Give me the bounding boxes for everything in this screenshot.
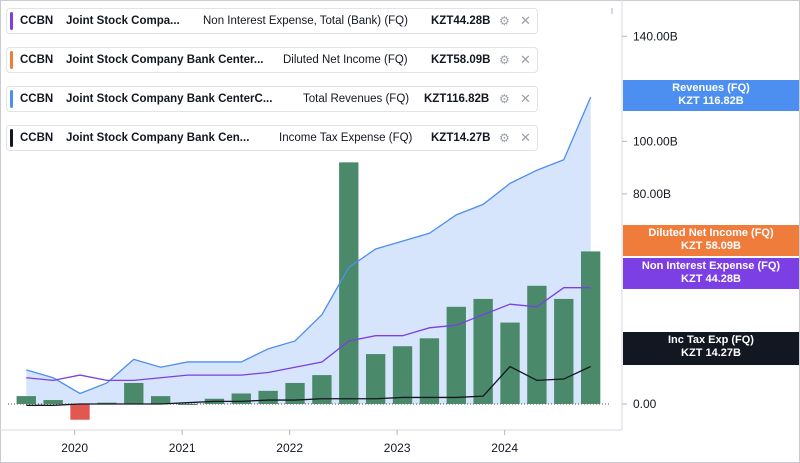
net-income-bar: [70, 403, 90, 420]
legend-value: KZT44.28B: [431, 15, 491, 27]
net-income-bar: [392, 346, 413, 404]
gear-icon[interactable]: ⚙: [499, 53, 510, 67]
net-income-bar: [339, 162, 359, 404]
net-income-bar: [446, 306, 466, 404]
legend-symbol: CCBN: [20, 132, 54, 144]
legend-metric: Income Tax Expense (FQ): [279, 132, 413, 144]
legend-row[interactable]: CCBN Joint Stock Company Bank CenterC... T…: [6, 86, 538, 112]
legend-metric: Diluted Net Income (FQ): [283, 54, 408, 66]
legend-color-swatch: [10, 129, 13, 147]
price-scale-badge: Diluted Net Income (FQ) KZT 58.09B: [623, 225, 799, 256]
legend-metric: Total Revenues (FQ): [303, 93, 410, 105]
legend-symbol: CCBN: [20, 93, 54, 105]
net-income-bar: [150, 396, 171, 404]
legend-company: Joint Stock Company Bank Cen...: [66, 132, 250, 144]
legend-color-swatch: [10, 90, 13, 108]
price-scale-badge: Non Interest Expense (FQ) KZT 44.28B: [623, 258, 799, 289]
net-income-bar: [285, 382, 305, 404]
close-icon[interactable]: ✕: [520, 13, 531, 28]
non-interest-expense-line: [26, 287, 591, 382]
net-income-bar: [554, 298, 574, 404]
x-tick-label: 2020: [61, 441, 88, 455]
price-scale-badge: Inc Tax Exp (FQ) KZT 14.27B: [623, 332, 799, 365]
close-icon[interactable]: ✕: [520, 52, 531, 67]
net-income-bar: [580, 251, 601, 404]
legend-metric: Non Interest Expense, Total (Bank) (FQ): [203, 15, 408, 27]
legend-row[interactable]: CCBN Joint Stock Company Bank Center... Di…: [6, 47, 538, 73]
income-tax-line: [26, 365, 591, 406]
net-income-bar: [473, 298, 493, 404]
close-icon[interactable]: ✕: [520, 130, 531, 145]
net-income-bar: [43, 400, 63, 404]
net-income-bar: [258, 390, 278, 404]
legend-symbol: CCBN: [20, 54, 54, 66]
legend-color-swatch: [10, 51, 13, 69]
gear-icon[interactable]: ⚙: [499, 14, 510, 28]
legend-company: Joint Stock Compa...: [66, 15, 180, 27]
badge-title: Revenues (FQ): [672, 82, 750, 94]
x-tick-label: 2021: [169, 441, 196, 455]
badge-title: Inc Tax Exp (FQ): [668, 334, 754, 346]
badge-value: KZT 44.28B: [681, 273, 741, 285]
legend-company: Joint Stock Company Bank CenterC...: [66, 93, 273, 105]
net-income-bar: [527, 285, 547, 404]
legend-value: KZT58.09B: [431, 54, 491, 66]
y-tick-label: 80.00B: [633, 187, 671, 201]
y-tick-label: 140.00B: [633, 29, 678, 43]
legend-company: Joint Stock Company Bank Center...: [66, 54, 264, 66]
badge-value: KZT 14.27B: [681, 347, 741, 359]
net-income-bar: [500, 322, 520, 404]
price-scale-badge: Revenues (FQ) KZT 116.82B: [623, 80, 799, 111]
net-income-bar: [97, 402, 117, 404]
badge-value: KZT 58.09B: [681, 240, 741, 252]
y-tick-label: 0.00: [633, 397, 657, 411]
x-tick-label: 2024: [491, 441, 518, 455]
revenue-line: [26, 96, 592, 395]
gear-icon[interactable]: ⚙: [499, 131, 510, 145]
net-income-bar: [16, 396, 36, 404]
legend-value: KZT14.27B: [431, 132, 491, 144]
gear-icon[interactable]: ⚙: [499, 92, 510, 106]
net-income-bar: [365, 354, 386, 404]
net-income-bar: [231, 393, 251, 404]
legend-row[interactable]: CCBN Joint Stock Compa... Non Interest Exp…: [6, 8, 538, 34]
close-icon[interactable]: ✕: [520, 91, 531, 106]
net-income-bar: [124, 382, 144, 404]
x-tick-label: 2022: [276, 441, 303, 455]
x-tick-label: 2023: [384, 441, 411, 455]
legend-symbol: CCBN: [20, 15, 54, 27]
net-income-bar: [177, 403, 198, 405]
y-tick-label: 100.00B: [633, 134, 678, 148]
badge-value: KZT 116.82B: [678, 95, 744, 107]
net-income-bar: [419, 338, 440, 404]
legend-color-swatch: [10, 12, 13, 30]
legend-row[interactable]: CCBN Joint Stock Company Bank Cen... Incom…: [6, 125, 538, 151]
badge-title: Diluted Net Income (FQ): [648, 227, 774, 239]
badge-title: Non Interest Expense (FQ): [641, 260, 781, 272]
net-income-bar: [312, 375, 332, 404]
legend-value: KZT116.82B: [424, 93, 490, 105]
